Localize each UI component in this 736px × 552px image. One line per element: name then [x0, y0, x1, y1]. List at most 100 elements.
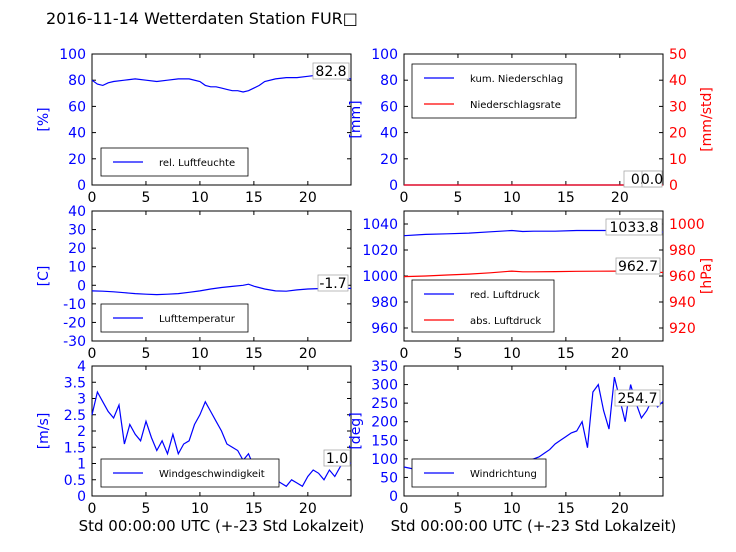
x-tick-label: 5 — [141, 346, 150, 362]
x-tick-label: 20 — [611, 346, 629, 362]
y-axis-label: [mm] — [348, 100, 364, 138]
series-line-Lufttemperatur — [91, 283, 351, 296]
y-tick-label: 100 — [371, 47, 398, 63]
legend-box — [411, 458, 547, 488]
plot-frame — [403, 365, 664, 497]
x-axis-label: Std 00:00:00 UTC (+-23 Std Lokalzeit) — [79, 517, 365, 535]
x-tick-label: 15 — [245, 346, 263, 362]
legend-box — [411, 279, 555, 333]
x-tick-label: 10 — [191, 346, 209, 362]
x-tick-label: 20 — [299, 501, 317, 517]
x-tick-label: 20 — [299, 190, 317, 206]
y-tick-right-label: 0 — [669, 178, 678, 194]
legend-label: rel. Luftfeuchte — [159, 158, 235, 169]
y-tick-label: 80 — [68, 73, 86, 89]
y-tick-label: 1040 — [362, 217, 398, 233]
value-annotation: 1.0 — [326, 451, 348, 467]
x-tick-label: 10 — [191, 190, 209, 206]
y-tick-label: -20 — [63, 315, 86, 331]
y-axis-label: [deg] — [348, 412, 364, 449]
y-tick-label: 0 — [77, 278, 86, 294]
x-tick-label: 5 — [453, 190, 462, 206]
y-tick-label: 40 — [380, 126, 398, 142]
x-tick-label: 0 — [88, 190, 97, 206]
legend-label: Windgeschwindigkeit — [159, 469, 265, 480]
y-tick-label: 200 — [371, 415, 398, 431]
y-axis-right-label: [hPa] — [699, 258, 715, 294]
y-tick-label: -10 — [63, 297, 86, 313]
y-tick-right-label: 10 — [669, 152, 687, 168]
y-tick-right-label: 980 — [669, 243, 696, 259]
value-annotation-right-box — [615, 257, 661, 275]
x-tick-label: 0 — [400, 190, 409, 206]
x-tick-label: 20 — [299, 346, 317, 362]
x-tick-label: 15 — [557, 346, 575, 362]
y-tick-right-label: 50 — [669, 47, 687, 63]
x-tick-label: 0 — [400, 501, 409, 517]
y-tick-label: 40 — [68, 126, 86, 142]
value-annotation-box — [312, 62, 350, 80]
y-tick-label: 0 — [77, 178, 86, 194]
y-tick-label: 20 — [68, 152, 86, 168]
y-tick-label: 0 — [389, 489, 398, 505]
figure-title: 2016-11-14 Wetterdaten Station FUR□ — [46, 9, 358, 28]
y-tick-label: 2 — [77, 424, 86, 440]
y-tick-label: 60 — [380, 99, 398, 115]
y-axis-label: [C] — [36, 266, 52, 287]
x-tick-label: 20 — [611, 190, 629, 206]
series-line-Windgeschwindigkeit — [91, 390, 352, 488]
legend-box — [411, 63, 577, 119]
plot-frame — [91, 210, 352, 342]
value-annotation-right-box — [641, 170, 663, 188]
y-tick-label: 3 — [77, 392, 86, 408]
y-tick-label: 80 — [380, 73, 398, 89]
x-tick-label: 5 — [453, 501, 462, 517]
value-annotation-box — [614, 389, 661, 407]
x-tick-label: 0 — [400, 346, 409, 362]
y-axis-label: [m/s] — [36, 413, 52, 450]
value-annotation-box — [605, 218, 663, 236]
y-tick-label: 40 — [68, 204, 86, 220]
x-tick-label: 15 — [557, 501, 575, 517]
y-tick-right-label: 920 — [669, 321, 696, 337]
y-tick-label: -30 — [63, 334, 86, 350]
y-tick-label: 20 — [68, 241, 86, 257]
y-tick-right-label: 1000 — [669, 217, 705, 233]
value-annotation: 1033.8 — [610, 220, 659, 236]
x-tick-label: 15 — [557, 190, 575, 206]
y-tick-label: 20 — [380, 152, 398, 168]
x-tick-label: 5 — [141, 190, 150, 206]
y-tick-label: 0 — [77, 489, 86, 505]
y-tick-label: 10 — [68, 260, 86, 276]
value-annotation-box — [323, 449, 351, 467]
value-annotation-right: 962.7 — [618, 259, 658, 275]
x-tick-label: 10 — [503, 346, 521, 362]
legend-label: abs. Luftdruck — [470, 316, 541, 327]
y-tick-label: 100 — [59, 47, 86, 63]
x-tick-label: 0 — [88, 346, 97, 362]
legend-label: Lufttemperatur — [159, 314, 236, 325]
x-tick-label: 5 — [141, 501, 150, 517]
y-tick-label: 1000 — [362, 269, 398, 285]
y-tick-label: 150 — [371, 433, 398, 449]
value-annotation: -1.7 — [319, 276, 346, 292]
x-axis-label: Std 00:00:00 UTC (+-23 Std Lokalzeit) — [391, 517, 677, 535]
y-tick-label: 60 — [68, 99, 86, 115]
y-tick-label: 2.5 — [64, 408, 86, 424]
legend-label: kum. Niederschlag — [470, 74, 563, 85]
y-tick-label: 100 — [371, 452, 398, 468]
legend-label: Windrichtung — [470, 469, 537, 480]
y-tick-label: 1.5 — [64, 440, 86, 456]
x-tick-label: 20 — [611, 501, 629, 517]
x-tick-label: 15 — [245, 501, 263, 517]
y-tick-label: 350 — [371, 359, 398, 375]
y-tick-label: 250 — [371, 396, 398, 412]
legend-label: red. Luftdruck — [470, 290, 540, 301]
y-tick-right-label: 20 — [669, 126, 687, 142]
y-tick-label: 1 — [77, 457, 86, 473]
y-tick-label: 1020 — [362, 243, 398, 259]
x-tick-label: 10 — [191, 501, 209, 517]
y-axis-right-label: [mm/std] — [699, 87, 715, 152]
legend-box — [100, 458, 280, 488]
